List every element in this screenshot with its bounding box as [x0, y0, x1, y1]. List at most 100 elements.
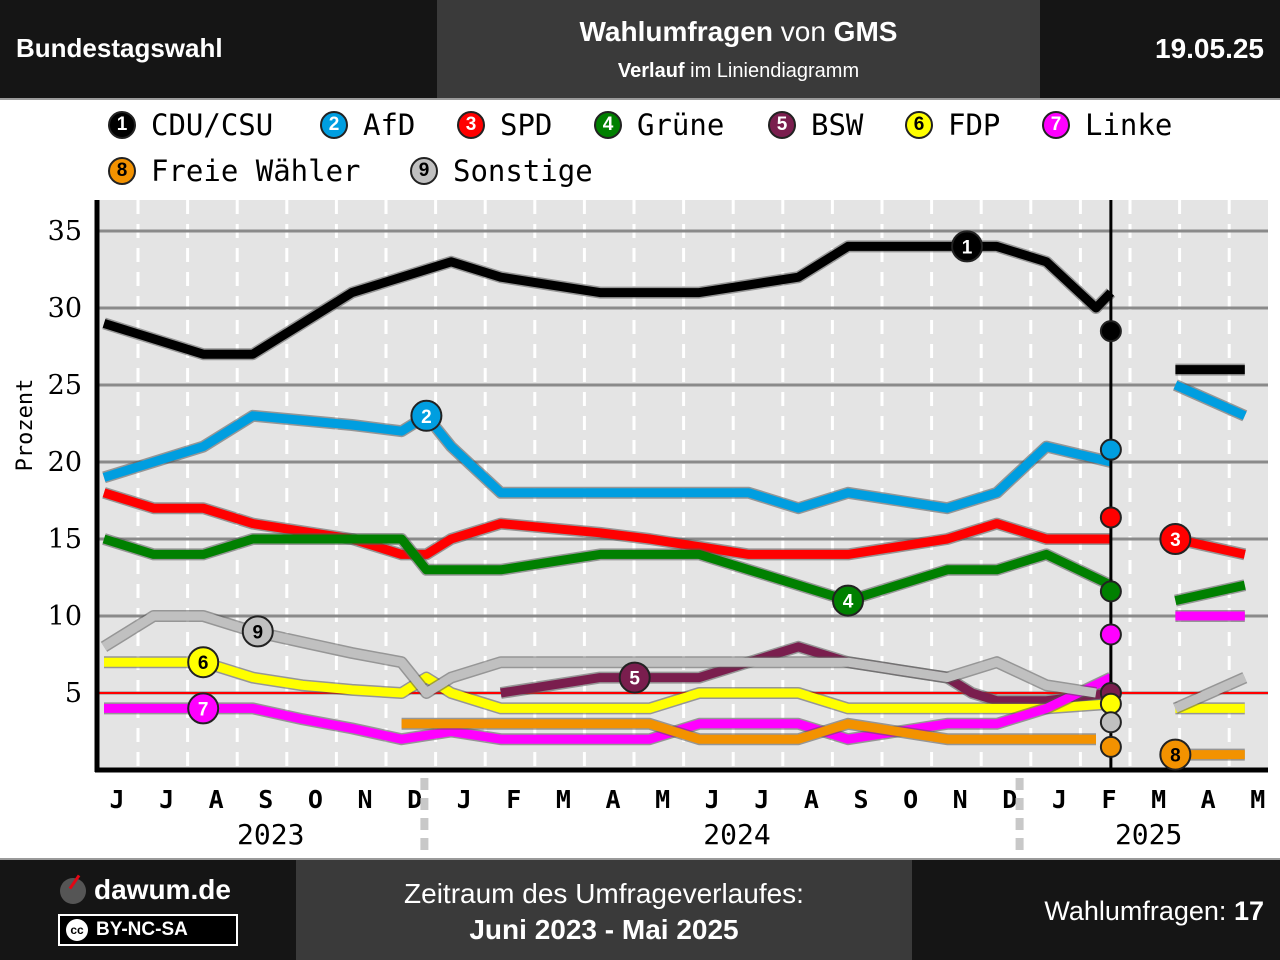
series-line-7	[104, 673, 1113, 744]
series-label-marker-9	[241, 615, 274, 648]
publication-date: 19.05.25	[1155, 33, 1264, 64]
series-line-8	[401, 719, 1096, 744]
poll-count: Wahlumfragen: 17	[1044, 896, 1264, 927]
legend-label: Freie Wähler	[151, 154, 361, 188]
chart-subtitle: Verlauf im Liniendiagramm	[437, 60, 1040, 83]
header-right: 19.05.25	[1040, 0, 1280, 98]
legend-item-1: 1 CDU/CSU	[108, 108, 273, 142]
result-dot-7	[1099, 623, 1122, 646]
month-tick-label: M	[556, 785, 571, 814]
title-institute: GMS	[833, 16, 898, 47]
month-tick-label: D	[1002, 785, 1017, 814]
y-tick-label: 5	[65, 678, 82, 709]
series-line-9	[1173, 673, 1247, 713]
series-label-number-9: 9	[252, 622, 263, 643]
month-tick-label: D	[407, 785, 422, 814]
series-line-4	[1174, 580, 1246, 605]
legend-label: Sonstige	[453, 154, 593, 188]
month-tick-label: A	[209, 785, 224, 814]
legend-item-2: 2 AfD	[320, 108, 415, 142]
legend-label: CDU/CSU	[151, 108, 274, 142]
legend-label: Linke	[1085, 108, 1173, 142]
month-tick-label: F	[1101, 785, 1116, 814]
month-tick-label: M	[1250, 785, 1265, 814]
series-label-marker-4	[832, 584, 864, 617]
month-tick-label: N	[953, 785, 968, 814]
cc-icon: cc	[66, 919, 88, 941]
legend-label: BSW	[811, 108, 864, 142]
month-tick-label: M	[1151, 785, 1166, 814]
series-label-number-7: 7	[198, 699, 209, 720]
result-dot-8	[1099, 735, 1122, 758]
period-value: Juni 2023 - Mai 2025	[469, 914, 739, 945]
series-line-4	[102, 534, 1113, 606]
legend-marker: 9	[410, 157, 438, 185]
result-dot-2	[1099, 438, 1122, 461]
month-tick-label: J	[705, 785, 720, 814]
legend-item-7: 7 Linke	[1042, 108, 1172, 142]
legend-marker: 3	[457, 111, 485, 139]
series-line-5	[500, 642, 1112, 706]
month-tick-label: O	[308, 785, 323, 814]
y-axis-label: Prozent	[13, 379, 38, 472]
result-dot-6	[1099, 692, 1122, 715]
month-tick-label: N	[357, 785, 372, 814]
footer-center: Zeitraum des Umfrageverlaufes: Juni 2023…	[296, 860, 912, 960]
series-line-2	[1173, 380, 1247, 420]
header-divider	[0, 98, 1280, 100]
series-label-marker-5	[618, 661, 651, 694]
series-line-2	[102, 411, 1112, 513]
footer-divider	[0, 858, 1280, 860]
legend-item-5: 5 BSW	[768, 108, 863, 142]
license-badge[interactable]: cc BY-NC-SA	[58, 914, 238, 946]
poll-count-label: Wahlumfragen:	[1044, 896, 1234, 926]
y-tick-label: 25	[48, 370, 82, 401]
year-label: 2023	[237, 818, 304, 851]
title-word-polls: Wahlumfragen	[579, 16, 773, 47]
series-label-number-6: 6	[198, 653, 209, 674]
legend-marker: 5	[768, 111, 796, 139]
series-label-number-8: 8	[1170, 746, 1181, 767]
legend-item-4: 4 Grüne	[594, 108, 724, 142]
month-tick-label: A	[804, 785, 819, 814]
legend-marker: 4	[594, 111, 622, 139]
series-label-marker-3	[1159, 523, 1192, 555]
month-tick-label: J	[754, 785, 769, 814]
legend-label: AfD	[363, 108, 416, 142]
month-tick-label: O	[903, 785, 918, 814]
month-tick-label: A	[1201, 785, 1216, 814]
month-tick-label: M	[655, 785, 670, 814]
legend-item-3: 3 SPD	[457, 108, 552, 142]
result-dot-1	[1099, 320, 1122, 343]
header-left: Bundestagswahl	[0, 0, 437, 98]
series-label-number-3: 3	[1170, 530, 1181, 551]
period-label: Zeitraum des Umfrageverlaufes:	[404, 878, 804, 909]
y-tick-label: 10	[48, 601, 82, 632]
legend-item-8: 8 Freie Wähler	[108, 154, 361, 188]
y-tick-label: 35	[48, 216, 82, 247]
result-dot-9	[1099, 711, 1122, 734]
legend-item-9: 9 Sonstige	[410, 154, 593, 188]
series-label-number-5: 5	[629, 669, 640, 690]
series-label-marker-8	[1159, 738, 1192, 771]
year-label: 2025	[1115, 818, 1182, 851]
series-label-number-2: 2	[421, 407, 432, 428]
election-title: Bundestagswahl	[16, 33, 223, 63]
month-tick-label: S	[853, 785, 868, 814]
year-label: 2024	[703, 818, 770, 851]
chart-title: Wahlumfragen von GMS	[437, 16, 1040, 48]
month-tick-label: J	[109, 785, 124, 814]
legend-marker: 2	[320, 111, 348, 139]
subtitle-rest: im Liniendiagramm	[684, 60, 860, 82]
series-label-marker-1	[951, 230, 984, 263]
footer-bar: dawum.de cc BY-NC-SA Zeitraum des Umfrage…	[0, 860, 1280, 960]
series-label-number-1: 1	[962, 237, 973, 258]
legend-marker: 7	[1042, 111, 1070, 139]
y-tick-label: 15	[48, 524, 82, 555]
series-label-marker-6	[187, 646, 220, 679]
series-label-marker-7	[187, 692, 220, 725]
y-tick-label: 30	[48, 293, 82, 324]
site-name[interactable]: dawum.de	[94, 874, 231, 905]
license-text: BY-NC-SA	[96, 919, 188, 940]
legend-label: SPD	[500, 108, 553, 142]
